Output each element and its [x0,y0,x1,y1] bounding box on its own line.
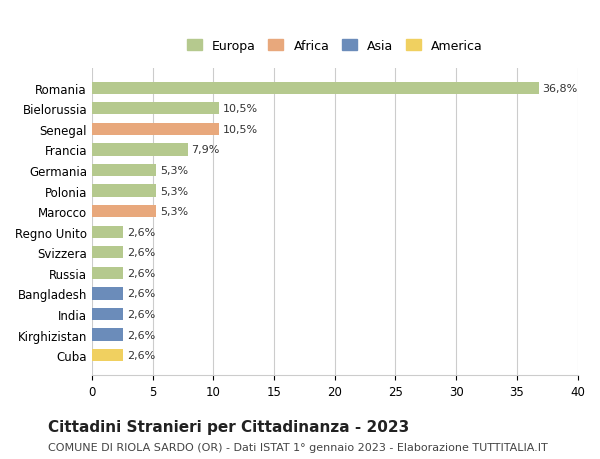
Bar [92,206,156,218]
Text: 2,6%: 2,6% [127,289,155,299]
Text: 10,5%: 10,5% [223,124,258,134]
Text: 2,6%: 2,6% [127,227,155,237]
Text: 5,3%: 5,3% [160,186,188,196]
Bar [92,83,539,95]
Text: 2,6%: 2,6% [127,330,155,340]
Text: 2,6%: 2,6% [127,309,155,319]
Bar [92,349,124,362]
Bar [92,185,156,197]
Bar [92,164,156,177]
Text: 2,6%: 2,6% [127,350,155,360]
Text: 7,9%: 7,9% [191,145,220,155]
Legend: Europa, Africa, Asia, America: Europa, Africa, Asia, America [182,35,487,58]
Bar [92,103,220,115]
Bar [92,144,188,156]
Bar [92,267,124,280]
Text: Cittadini Stranieri per Cittadinanza - 2023: Cittadini Stranieri per Cittadinanza - 2… [48,420,409,435]
Text: 10,5%: 10,5% [223,104,258,114]
Bar [92,123,220,136]
Text: 2,6%: 2,6% [127,268,155,278]
Text: 5,3%: 5,3% [160,207,188,217]
Text: COMUNE DI RIOLA SARDO (OR) - Dati ISTAT 1° gennaio 2023 - Elaborazione TUTTITALI: COMUNE DI RIOLA SARDO (OR) - Dati ISTAT … [48,442,548,452]
Text: 2,6%: 2,6% [127,248,155,257]
Bar [92,308,124,320]
Bar [92,288,124,300]
Bar [92,246,124,259]
Text: 5,3%: 5,3% [160,166,188,176]
Bar [92,329,124,341]
Text: 36,8%: 36,8% [542,84,578,94]
Bar [92,226,124,238]
